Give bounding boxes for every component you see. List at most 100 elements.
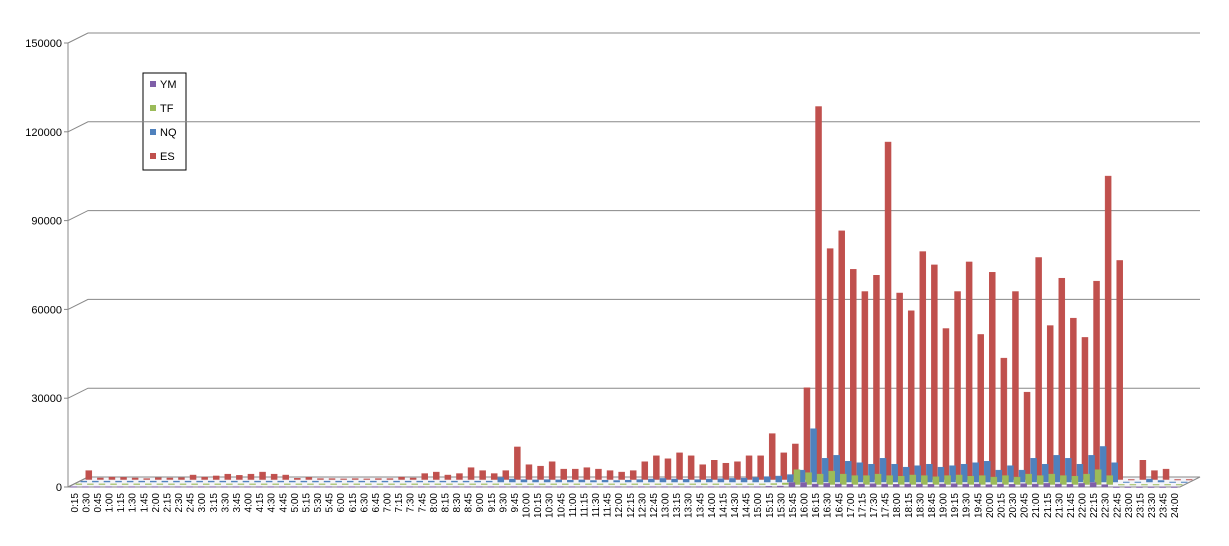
bar [399,483,407,485]
bar [270,473,278,480]
bar [244,486,251,488]
x-tick-label: 8:45 [464,493,475,513]
bar [120,477,127,480]
bar [265,480,273,483]
bar [562,483,569,485]
bar [522,486,529,488]
bar [1162,468,1170,480]
x-tick-label: 17:45 [881,493,892,518]
bar [80,480,88,483]
bar [648,478,655,483]
bar [116,486,124,488]
x-tick-label: 23:15 [1135,493,1146,518]
bar [411,483,418,485]
bar [254,480,261,483]
y-tick-label: 120000 [25,127,62,139]
bar [641,461,649,480]
bar [573,483,581,485]
x-tick-label: 10:15 [533,493,544,518]
bar [179,483,187,485]
bar [363,478,371,480]
bar [672,486,680,488]
bar [1088,455,1095,483]
x-tick-label: 8:00 [429,493,440,513]
y-tick-label: 90000 [31,216,62,228]
bar [1058,277,1066,480]
bar [340,478,347,480]
bar [1030,458,1037,483]
bar [846,484,854,488]
x-tick-label: 5:30 [313,493,324,513]
bar [490,473,498,480]
x-tick-label: 7:15 [394,493,405,513]
bar [979,475,986,485]
bar [677,483,685,485]
bar [409,477,417,480]
x-tick-label: 20:45 [1020,493,1031,518]
bar [126,480,134,483]
bar [1013,476,1021,485]
bar [487,486,495,488]
bar [676,452,683,480]
x-tick-label: 20:15 [996,493,1007,518]
bar [793,469,801,485]
bar [950,483,958,488]
bar [163,486,170,488]
bar [613,480,620,483]
x-tick-label: 4:15 [255,493,266,513]
bar [1101,484,1108,488]
bar [226,483,233,485]
bar [1141,484,1148,486]
bar [740,477,748,483]
bar [572,468,579,480]
x-tick-label: 16:00 [800,493,811,518]
bar [596,483,604,485]
bar [638,486,645,488]
bar [747,483,754,485]
x-tick-label: 6:45 [371,493,382,513]
bar [1012,291,1019,480]
bar [919,251,927,480]
bar [370,480,377,483]
bar [457,483,465,485]
bar [1007,465,1014,483]
bar [608,483,615,485]
bar [423,483,430,485]
bar [1151,470,1158,480]
bar [1128,479,1135,481]
bar [1000,357,1008,480]
bar [787,474,794,483]
bar [267,486,274,488]
bar [965,261,973,480]
bar [706,478,713,483]
x-tick-label: 1:30 [128,493,139,513]
bar [591,486,599,488]
bar [365,483,372,485]
bar [927,484,935,488]
bar [972,462,979,483]
x-tick-label: 0:30 [81,493,92,513]
bar [318,483,326,485]
x-tick-label: 8:30 [452,493,463,513]
bar [745,455,753,480]
x-tick-label: 1:45 [139,493,150,513]
bar [768,433,776,480]
bar [388,483,395,485]
bar [464,486,471,488]
bar [1106,475,1113,485]
bar [128,486,135,488]
x-tick-label: 3:45 [232,493,243,513]
bar [1175,484,1183,486]
bar [289,480,296,483]
bar [510,486,518,488]
bar [328,478,336,480]
bar [1152,484,1160,486]
bar [87,483,94,485]
bar [335,480,342,483]
x-tick-label: 2:00 [151,493,162,513]
x-tick-label: 11:45 [603,493,614,518]
bar [1060,475,1067,485]
bar [317,478,324,480]
bar [272,483,279,485]
